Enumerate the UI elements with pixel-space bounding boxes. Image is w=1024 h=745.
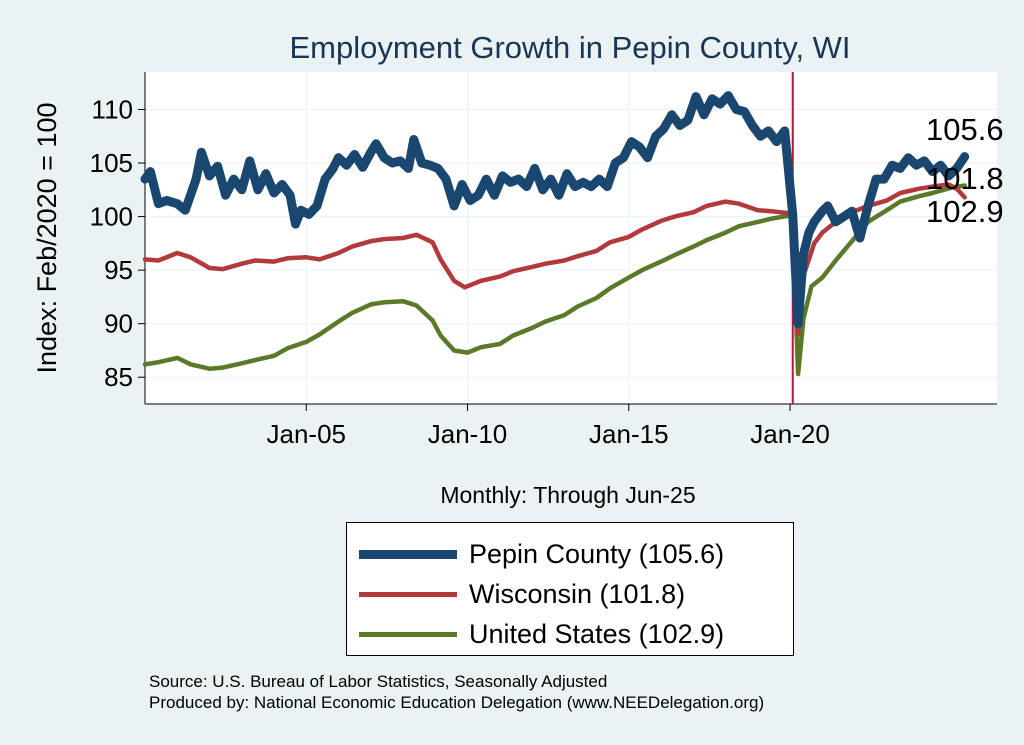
end-label-2: 102.9 [926,194,1004,229]
series-line-1 [142,182,967,337]
series-line-0 [140,91,970,329]
end-label-0: 105.6 [926,112,1004,147]
source-note: Source: U.S. Bureau of Labor Statistics,… [149,671,764,713]
series-line-2 [142,183,967,377]
legend-label-pepin: Pepin County (105.6) [469,539,725,569]
chart-title: Employment Growth in Pepin County, WI [289,30,850,65]
legend-label-wisconsin: Wisconsin (101.8) [469,579,686,609]
y-tick-label-100: 100 [90,202,133,232]
y-tick-label-85: 85 [104,362,133,392]
x-ticks: Jan-05 Jan-10 Jan-15 Jan-20 [267,404,830,449]
series-lines [140,91,970,377]
y-axis-label: Index: Feb/2020 = 100 [32,103,62,374]
legend-label-united-states: United States (102.9) [469,619,725,649]
legend-item-united-states: United States (102.9) [347,614,793,654]
legend-swatch-united-states [359,632,457,637]
legend-swatch-pepin [359,550,457,559]
x-axis-label: Monthly: Through Jun-25 [440,482,695,508]
y-tick-label-95: 95 [104,255,133,285]
end-label-1: 101.8 [926,161,1004,196]
x-tick-label-Jan-05: Jan-05 [267,419,347,449]
legend-swatch-wisconsin [359,592,457,597]
legend-item-pepin: Pepin County (105.6) [347,534,793,574]
y-tick-label-90: 90 [104,309,133,339]
y-ticks: 85 90 95 100 105 110 [90,94,145,392]
x-tick-label-Jan-10: Jan-10 [428,419,508,449]
x-tick-label-Jan-15: Jan-15 [589,419,669,449]
legend: Pepin County (105.6) Wisconsin (101.8) U… [346,522,794,656]
y-tick-label-105: 105 [90,148,133,178]
source-line: Source: U.S. Bureau of Labor Statistics,… [149,672,608,691]
produced-by-line: Produced by: National Economic Education… [149,693,765,712]
y-tick-label-110: 110 [92,94,133,124]
x-tick-label-Jan-20: Jan-20 [750,419,830,449]
legend-item-wisconsin: Wisconsin (101.8) [347,574,793,614]
